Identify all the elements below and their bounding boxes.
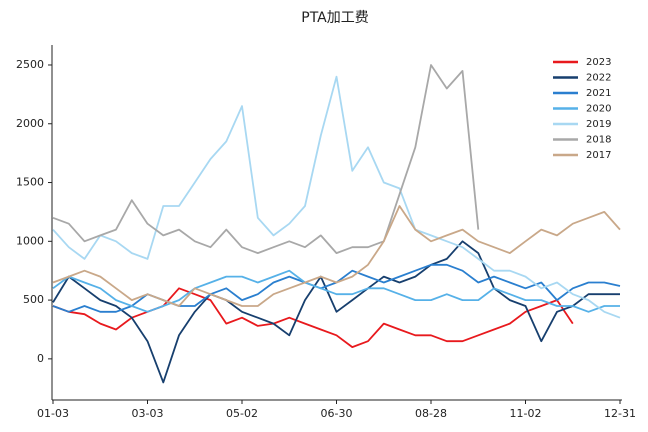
x-tick-label: 06-30 bbox=[321, 407, 353, 420]
x-tick-label: 11-02 bbox=[510, 407, 542, 420]
x-tick-label: 12-31 bbox=[604, 407, 636, 420]
series-line bbox=[52, 75, 621, 319]
x-tick-label: 05-02 bbox=[226, 407, 258, 420]
y-tick-label: 1000 bbox=[16, 234, 44, 247]
legend-label: 2019 bbox=[586, 119, 611, 130]
y-tick-label: 2000 bbox=[16, 117, 44, 130]
x-tick-label: 08-28 bbox=[415, 407, 447, 420]
y-tick-label: 500 bbox=[23, 293, 44, 306]
legend-label: 2020 bbox=[586, 104, 611, 115]
x-tick-label: 03-03 bbox=[132, 407, 164, 420]
x-tick-label: 01-03 bbox=[37, 407, 69, 420]
series-line bbox=[52, 205, 621, 307]
legend-label: 2021 bbox=[586, 88, 611, 99]
series-line bbox=[52, 263, 621, 313]
y-tick-label: 0 bbox=[37, 352, 44, 365]
series-line bbox=[52, 269, 620, 313]
chart-title: PTA加工费 bbox=[301, 10, 368, 26]
series-line bbox=[52, 240, 620, 384]
series-line bbox=[52, 287, 574, 348]
legend-label: 2023 bbox=[586, 57, 611, 68]
y-tick-label: 1500 bbox=[16, 176, 44, 189]
legend-label: 2018 bbox=[586, 135, 611, 146]
y-tick-label: 2500 bbox=[16, 58, 44, 71]
legend-label: 2017 bbox=[586, 150, 611, 161]
series-line bbox=[52, 64, 480, 254]
legend-label: 2022 bbox=[586, 73, 611, 84]
